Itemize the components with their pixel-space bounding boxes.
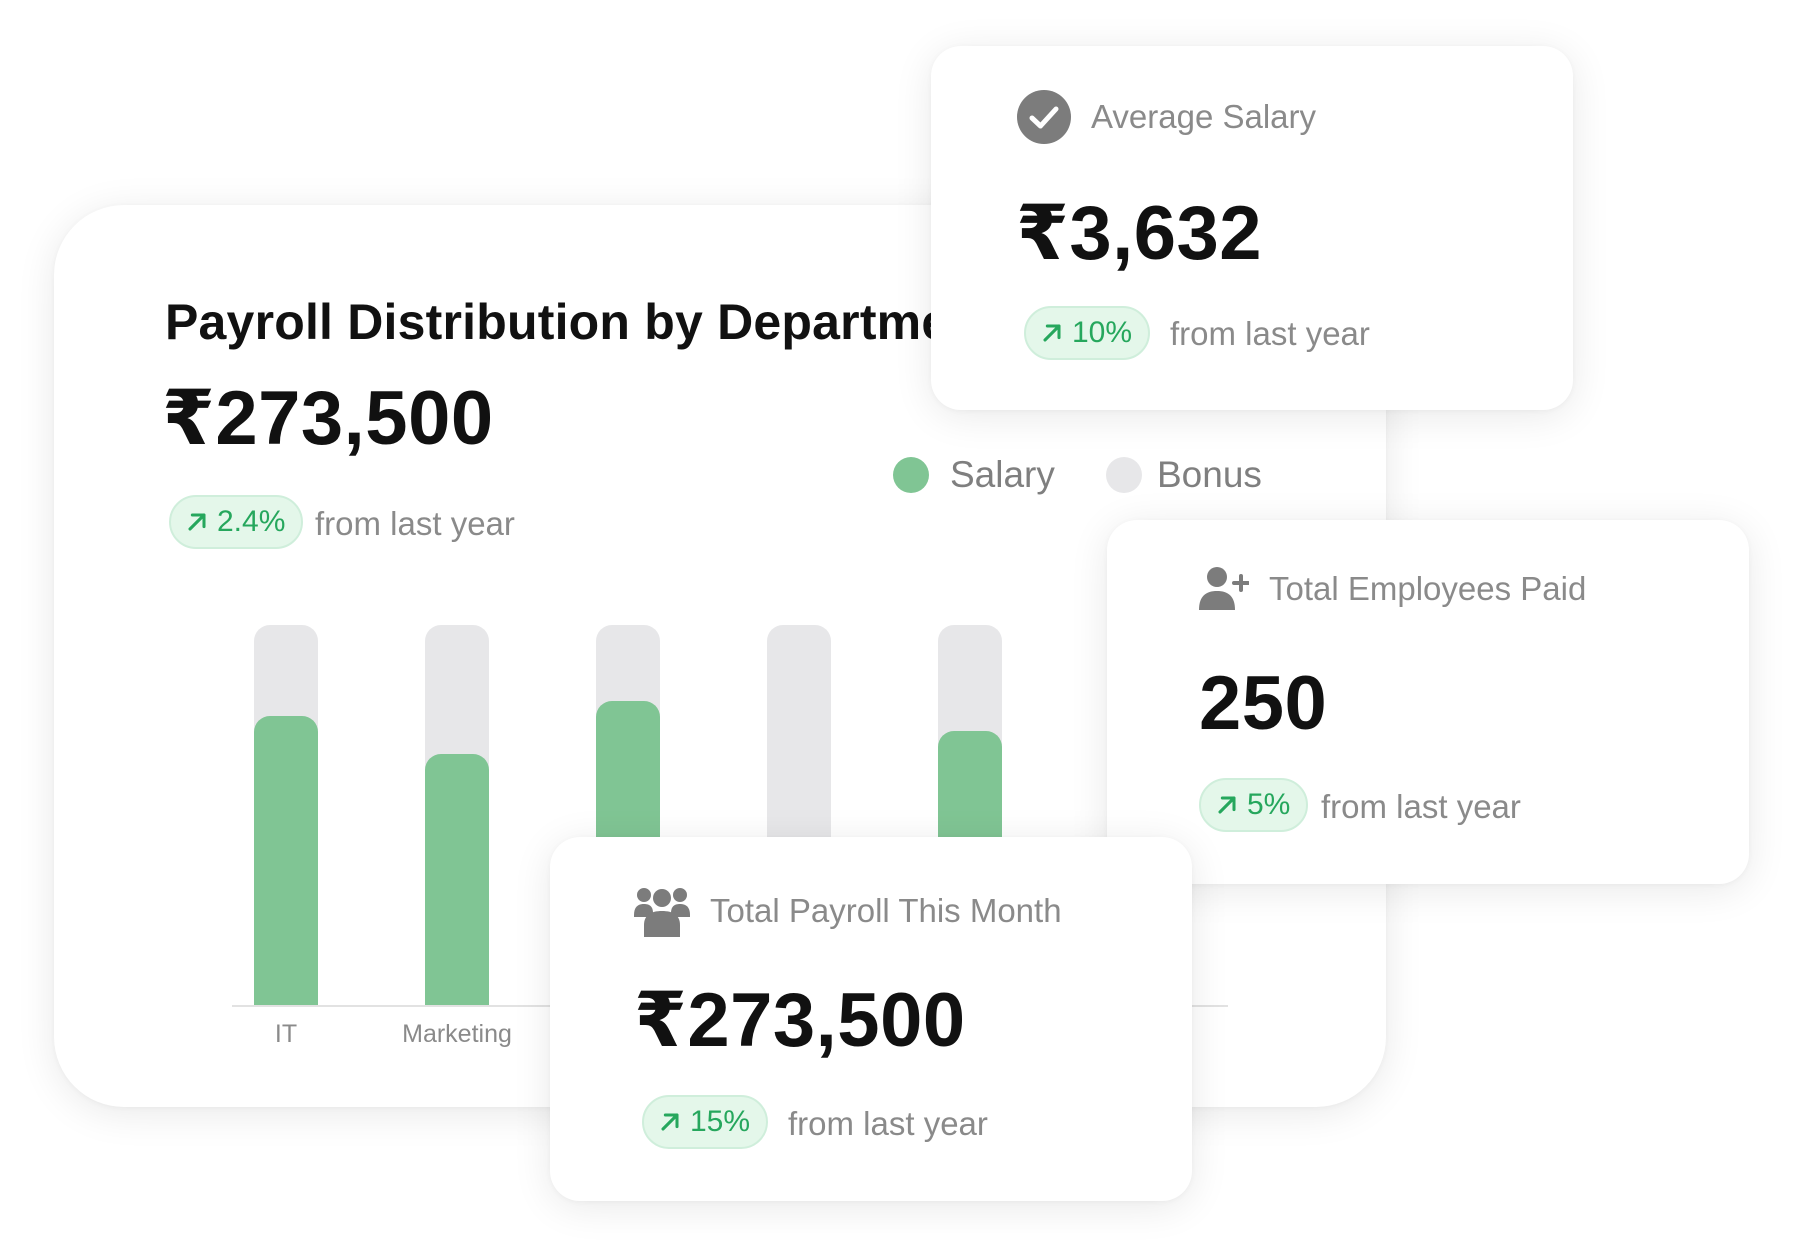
legend-bonus-label: Bonus — [1157, 454, 1262, 495]
user-plus-icon — [1199, 567, 1249, 610]
change-caption: from last year — [1170, 315, 1370, 352]
salary-bar — [425, 754, 489, 1005]
change-caption: from last year — [315, 505, 515, 542]
legend-bonus-dot — [1106, 457, 1142, 493]
change-value: 10% — [1072, 316, 1133, 349]
change-caption: from last year — [1321, 788, 1521, 825]
card-header: Total Employees Paid — [1199, 566, 1586, 612]
x-tick-label: Marketing — [402, 1020, 512, 1048]
change-badge: 5% — [1199, 778, 1309, 832]
card-label: Average Salary — [1091, 98, 1317, 135]
change-value: 15% — [690, 1105, 751, 1138]
change-badge: 15% — [642, 1095, 769, 1149]
legend-salary-label: Salary — [950, 454, 1055, 495]
change-badge: 2.4% — [169, 495, 304, 549]
change-caption: from last year — [788, 1105, 988, 1142]
check-circle-icon — [1017, 90, 1071, 144]
total-payroll-month-card: Total Payroll This Month ₹273,500 15% fr… — [550, 837, 1192, 1201]
card-label: Total Payroll This Month — [710, 892, 1062, 929]
x-tick-label: IT — [274, 1020, 298, 1048]
employees-paid-card: Total Employees Paid 250 5% from last ye… — [1107, 520, 1749, 884]
arrow-up-right-icon — [1218, 796, 1236, 814]
arrow-up-right-icon — [188, 513, 206, 531]
arrow-up-right-icon — [1043, 324, 1061, 342]
change-value: 2.4% — [217, 505, 286, 538]
card-header: Total Payroll This Month — [634, 885, 1062, 937]
average-salary-value: ₹3,632 — [1016, 191, 1263, 276]
card-label: Total Employees Paid — [1269, 570, 1587, 607]
card-header: Average Salary — [1017, 90, 1316, 144]
total-payroll-month-value: ₹273,500 — [634, 978, 966, 1063]
arrow-up-right-icon — [661, 1113, 679, 1131]
users-group-icon — [634, 888, 690, 937]
change-badge: 10% — [1024, 306, 1151, 360]
salary-bar — [254, 716, 318, 1005]
total-payroll-amount: ₹273,500 — [162, 376, 494, 461]
legend-salary-dot — [893, 457, 929, 493]
chart-title: Payroll Distribution by Department — [165, 294, 997, 350]
average-salary-card: Average Salary ₹3,632 10% from last year — [931, 46, 1573, 410]
change-value: 5% — [1247, 788, 1291, 821]
employees-paid-value: 250 — [1199, 661, 1328, 746]
